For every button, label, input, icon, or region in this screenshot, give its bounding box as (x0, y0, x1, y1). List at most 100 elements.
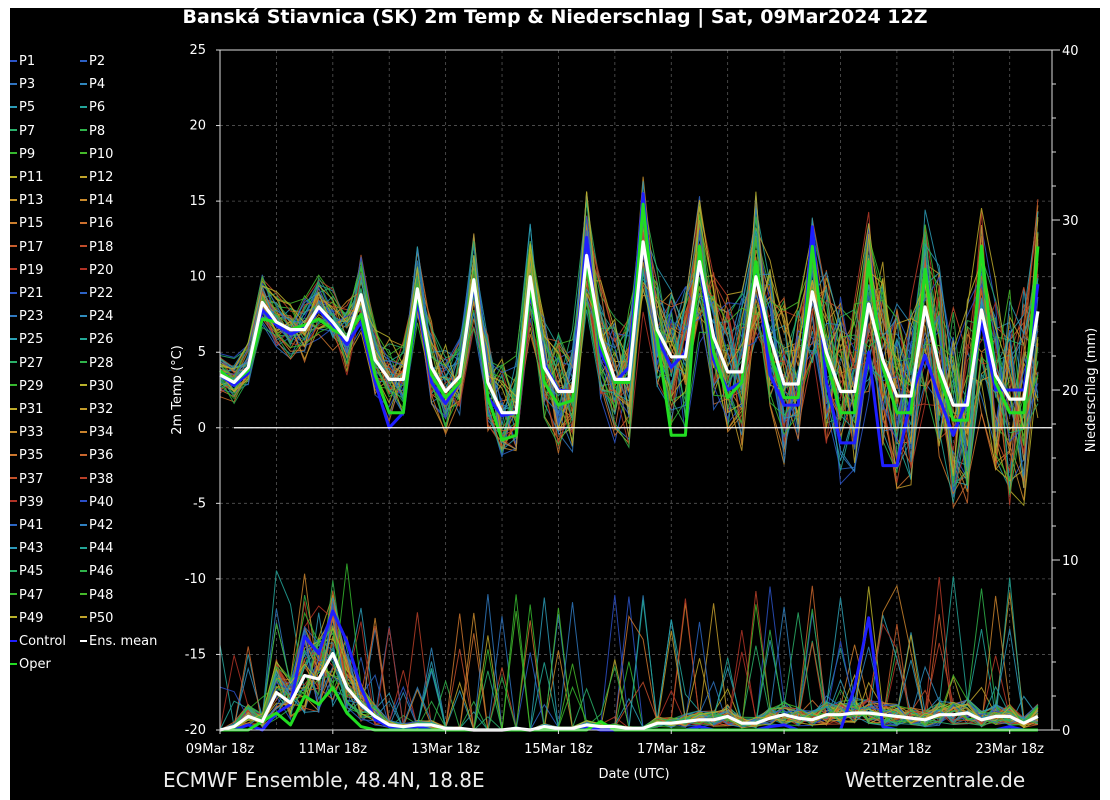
legend-label: P47 (19, 587, 44, 603)
legend-label: P13 (19, 193, 44, 209)
legend-swatch (10, 384, 17, 387)
legend-item: Ens. mean (80, 634, 157, 650)
legend-label: P33 (19, 425, 44, 441)
legend-label: P34 (89, 425, 114, 441)
legend-swatch (80, 152, 87, 155)
legend-swatch (10, 662, 17, 665)
legend-label: P6 (89, 100, 106, 116)
y-tick-label: 10 (189, 270, 206, 285)
legend-swatch (10, 569, 17, 572)
legend-item: P21 (10, 286, 43, 302)
legend-swatch (80, 500, 87, 503)
member-temp-line (219, 220, 1039, 483)
legend-swatch (10, 407, 17, 410)
legend-label: P40 (89, 494, 114, 510)
legend-swatch (10, 59, 17, 62)
legend-swatch (10, 291, 17, 294)
x-axis-label: Date (UTC) (598, 767, 669, 782)
legend-item: P28 (80, 356, 113, 372)
legend-swatch (10, 152, 17, 155)
legend-item: P45 (10, 564, 43, 580)
legend-item: P39 (10, 495, 43, 511)
member-temp-line (219, 241, 1039, 487)
legend-item: P12 (80, 170, 113, 186)
member-temp-line (219, 220, 1039, 494)
legend-label: P22 (89, 286, 114, 301)
legend-label: P48 (89, 587, 114, 603)
legend-label: P5 (19, 100, 36, 116)
legend-item: P35 (10, 448, 43, 464)
legend-swatch (80, 616, 87, 619)
legend-label: P8 (89, 123, 106, 139)
y-tick-label: -15 (185, 647, 206, 662)
legend-label: P36 (89, 448, 114, 464)
legend-item: P13 (10, 193, 43, 209)
legend-swatch (10, 477, 17, 480)
legend-item: P26 (80, 332, 113, 348)
legend-item: P25 (10, 332, 43, 348)
legend-label: P18 (89, 239, 114, 255)
legend-swatch (10, 268, 17, 271)
legend-label: P38 (89, 471, 114, 487)
legend-item: P48 (80, 588, 113, 604)
legend-label: P27 (19, 355, 44, 371)
legend-item: Control (10, 634, 66, 650)
legend-item: P5 (10, 100, 35, 116)
legend-label: P10 (89, 146, 114, 162)
legend-swatch (80, 105, 87, 108)
legend-swatch (80, 384, 87, 387)
legend-label: P21 (19, 286, 44, 301)
legend-item: P20 (80, 263, 113, 279)
legend-swatch (80, 477, 87, 480)
legend-item: P47 (10, 588, 43, 604)
legend-swatch (80, 175, 87, 178)
legend-swatch (10, 82, 17, 85)
y-tick-label: 5 (198, 345, 206, 360)
y-tick-label: 25 (189, 43, 206, 58)
legend-swatch (80, 245, 87, 248)
legend-swatch (80, 523, 87, 526)
legend-swatch (80, 361, 87, 364)
y-tick-label: 15 (189, 194, 206, 209)
y-tick-label: 20 (189, 119, 206, 134)
x-tick-label: 21Mar 18z (863, 742, 932, 757)
footer-site: Wetterzentrale.de (845, 768, 1026, 792)
legend-swatch (10, 546, 17, 549)
legend-swatch (10, 314, 17, 317)
legend-label: P41 (19, 518, 44, 533)
legend-label: P9 (19, 146, 36, 162)
legend-label: P1 (19, 54, 36, 69)
legend-label: P3 (19, 77, 36, 93)
y2-tick-label: 0 (1062, 724, 1070, 739)
legend-item: P29 (10, 379, 43, 395)
legend-swatch (10, 221, 17, 224)
legend-label: P11 (19, 170, 44, 185)
legend-item: P14 (80, 193, 113, 209)
legend-item: P4 (80, 77, 105, 93)
y2-tick-label: 40 (1062, 44, 1079, 59)
legend-swatch (10, 523, 17, 526)
legend-label: P25 (19, 332, 44, 348)
y-tick-label: -5 (193, 496, 206, 511)
legend-swatch (80, 639, 87, 642)
legend-item: P3 (10, 77, 35, 93)
legend-label: P43 (19, 541, 44, 557)
legend-item: P6 (80, 100, 105, 116)
legend-swatch (80, 268, 87, 271)
legend-item: P16 (80, 216, 113, 232)
legend-item: P46 (80, 564, 113, 580)
legend-item: P34 (80, 425, 113, 441)
legend-label: P32 (89, 402, 114, 417)
legend-swatch (80, 314, 87, 317)
y-tick-label: -20 (185, 723, 206, 738)
legend-label: Ens. mean (89, 634, 158, 649)
legend-item: P30 (80, 379, 113, 395)
legend-item: P24 (80, 309, 113, 325)
legend-item: P33 (10, 425, 43, 441)
legend-label: P7 (19, 123, 36, 139)
legend-swatch (80, 221, 87, 224)
legend-swatch (80, 82, 87, 85)
legend-item: P18 (80, 240, 113, 256)
